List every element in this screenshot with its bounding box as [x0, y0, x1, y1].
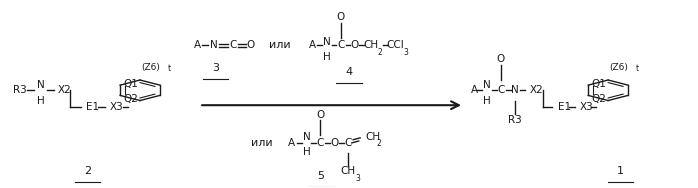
- Text: Q1: Q1: [124, 79, 138, 89]
- Text: X3: X3: [110, 102, 124, 112]
- Text: A: A: [193, 40, 201, 51]
- Text: X3: X3: [579, 102, 593, 112]
- Text: C: C: [229, 40, 237, 51]
- Text: (Z6): (Z6): [609, 63, 628, 72]
- Text: X2: X2: [58, 85, 72, 95]
- Text: N: N: [303, 132, 311, 142]
- Text: O: O: [497, 55, 505, 64]
- Text: R3: R3: [508, 115, 521, 125]
- Text: O: O: [246, 40, 255, 51]
- Text: E1: E1: [87, 102, 100, 112]
- Text: N: N: [36, 80, 44, 90]
- Text: CCl: CCl: [386, 40, 404, 51]
- Text: C: C: [317, 137, 324, 148]
- Text: 2: 2: [376, 139, 381, 148]
- Text: или: или: [269, 40, 290, 51]
- Text: 3: 3: [211, 63, 218, 73]
- Text: O: O: [336, 12, 345, 23]
- Text: R3: R3: [13, 85, 27, 95]
- Text: H: H: [323, 52, 331, 62]
- Text: C: C: [497, 85, 505, 95]
- Text: O: O: [330, 137, 339, 148]
- Text: 2: 2: [378, 49, 382, 58]
- Text: Q2: Q2: [592, 94, 607, 104]
- Text: 4: 4: [346, 67, 352, 77]
- Text: CH: CH: [363, 40, 378, 51]
- Text: t: t: [168, 64, 171, 73]
- Text: t: t: [636, 64, 639, 73]
- Text: H: H: [36, 96, 44, 106]
- Text: H: H: [483, 96, 491, 106]
- Text: E1: E1: [558, 102, 571, 112]
- Text: C: C: [337, 40, 344, 51]
- Text: Q2: Q2: [124, 94, 138, 104]
- Text: 3: 3: [403, 49, 408, 58]
- Text: N: N: [483, 80, 491, 90]
- Text: O: O: [316, 110, 325, 120]
- Text: O: O: [350, 40, 359, 51]
- Text: CH: CH: [366, 132, 381, 142]
- Text: или: или: [251, 137, 273, 148]
- Text: CH: CH: [341, 166, 356, 177]
- Text: X2: X2: [529, 85, 543, 95]
- Text: N: N: [511, 85, 519, 95]
- Text: H: H: [303, 147, 311, 157]
- Text: C: C: [345, 137, 352, 148]
- Text: 3: 3: [355, 174, 359, 183]
- Text: 1: 1: [617, 165, 624, 176]
- Text: A: A: [471, 85, 478, 95]
- Text: (Z6): (Z6): [142, 63, 161, 72]
- Text: A: A: [288, 137, 295, 148]
- Text: N: N: [323, 37, 331, 47]
- Text: 2: 2: [84, 165, 91, 176]
- Text: 5: 5: [318, 171, 325, 181]
- Text: Q1: Q1: [592, 79, 607, 89]
- Text: A: A: [309, 40, 315, 51]
- Text: N: N: [210, 40, 218, 51]
